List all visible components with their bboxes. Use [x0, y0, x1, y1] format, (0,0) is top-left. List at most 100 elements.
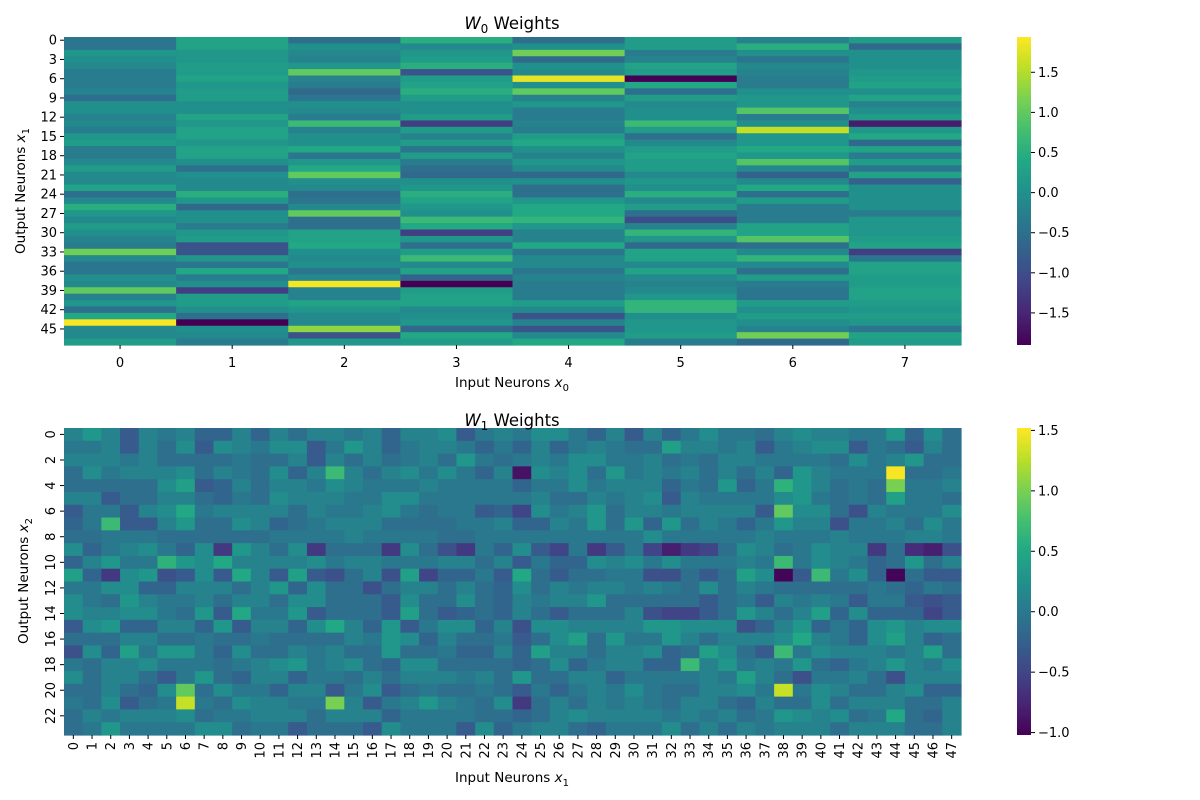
heatmap-cell	[213, 594, 233, 608]
heatmap-cell	[512, 491, 532, 506]
y-tick-label: 0	[44, 430, 59, 438]
heatmap-cell	[157, 517, 177, 531]
heatmap-cell	[176, 607, 196, 621]
heatmap-cell	[605, 581, 626, 595]
heatmap-cell	[325, 632, 345, 647]
heatmap-cell	[512, 479, 532, 493]
heatmap-cell	[549, 607, 570, 621]
heatmap-cell	[120, 568, 140, 583]
heatmap-cell	[213, 658, 233, 672]
heatmap-cell	[157, 543, 177, 557]
heatmap-cell	[736, 453, 757, 467]
heatmap-cell	[232, 645, 252, 659]
heatmap-cell	[811, 594, 831, 608]
heatmap-cell	[419, 722, 439, 736]
heatmap-cell	[400, 101, 514, 109]
y-tick-label: 12	[40, 111, 57, 126]
y-tick-label: 6	[49, 72, 57, 87]
heatmap-cell	[774, 440, 794, 455]
heatmap-cell	[923, 530, 943, 544]
heatmap-cell	[699, 671, 719, 685]
heatmap-cell	[830, 440, 850, 455]
heatmap-cell	[531, 671, 551, 685]
heatmap-cell	[344, 453, 364, 467]
heatmap-cell	[344, 479, 364, 493]
heatmap-cell	[400, 338, 514, 346]
colorbar-tick-label: −0.5	[1038, 666, 1070, 681]
heatmap-cell	[213, 568, 233, 583]
heatmap-cell	[718, 709, 738, 723]
heatmap-cell	[176, 229, 289, 237]
heatmap-cell	[755, 440, 775, 455]
heatmap-cell	[624, 287, 738, 295]
heatmap-cell	[64, 171, 177, 179]
heatmap-cell	[680, 517, 700, 531]
heatmap-cell	[176, 37, 289, 45]
heatmap-cell	[718, 581, 738, 595]
heatmap-cell	[549, 555, 570, 570]
y-tick-label: 42	[40, 303, 57, 318]
heatmap-cell	[176, 49, 289, 57]
heatmap-cell	[456, 683, 476, 698]
heatmap-cell	[848, 126, 962, 134]
heatmap-cell	[400, 81, 514, 89]
heatmap-cell	[736, 229, 850, 237]
heatmap-cell	[176, 75, 289, 83]
heatmap-cell	[755, 479, 775, 493]
heatmap-cell	[306, 479, 327, 493]
heatmap-cell	[568, 607, 588, 621]
heatmap-cell	[250, 530, 271, 544]
heatmap-cell	[194, 594, 215, 608]
x-tick-label: 27	[571, 742, 586, 759]
heatmap-cell	[101, 517, 121, 531]
heatmap-cell	[456, 696, 476, 711]
heatmap-cell	[250, 440, 271, 455]
heatmap-cell	[699, 709, 719, 723]
heatmap-cell	[942, 722, 962, 736]
heatmap-cell	[605, 517, 626, 531]
heatmap-cell	[232, 555, 252, 570]
heatmap-cell	[886, 581, 906, 595]
heatmap-cell	[830, 722, 850, 736]
heatmap-cell	[176, 261, 289, 269]
x-tick-label: 5	[677, 356, 685, 371]
heatmap-cell	[400, 184, 514, 192]
heatmap-cell	[157, 491, 177, 506]
heatmap-cell	[942, 581, 962, 595]
heatmap-cell	[64, 56, 177, 64]
heatmap-cell	[512, 56, 626, 64]
heatmap-cell	[624, 107, 738, 115]
heatmap-cell	[456, 658, 476, 672]
heatmap-cell	[886, 491, 906, 506]
heatmap-cell	[176, 146, 289, 154]
heatmap-cell	[624, 671, 644, 685]
heatmap-cell	[624, 216, 738, 224]
heatmap-cell	[736, 300, 850, 308]
heatmap-cell	[101, 722, 121, 736]
heatmap-cell	[288, 69, 401, 77]
heatmap-cell	[549, 440, 570, 455]
heatmap-cell	[792, 428, 813, 442]
heatmap-cell	[830, 683, 850, 698]
heatmap-cell	[64, 69, 177, 77]
heatmap-cell	[400, 178, 514, 186]
heatmap-cell	[848, 543, 869, 557]
heatmap-cell	[138, 722, 159, 736]
heatmap-cell	[848, 568, 869, 583]
heatmap-cell	[325, 466, 345, 480]
heatmap-cell	[848, 709, 869, 723]
x-tick-label: 21	[459, 742, 474, 759]
heatmap-cell	[64, 133, 177, 141]
heatmap-cell	[942, 428, 962, 442]
heatmap-cell	[400, 683, 420, 698]
heatmap-cell	[848, 114, 962, 122]
heatmap-cell	[923, 504, 943, 519]
heatmap-cell	[699, 619, 719, 634]
heatmap-cell	[624, 242, 738, 250]
heatmap-cell	[456, 722, 476, 736]
heatmap-cell	[718, 555, 738, 570]
heatmap-cell	[288, 274, 401, 282]
heatmap-cell	[587, 645, 607, 659]
heatmap-cell	[232, 479, 252, 493]
heatmap-cell	[176, 139, 289, 147]
